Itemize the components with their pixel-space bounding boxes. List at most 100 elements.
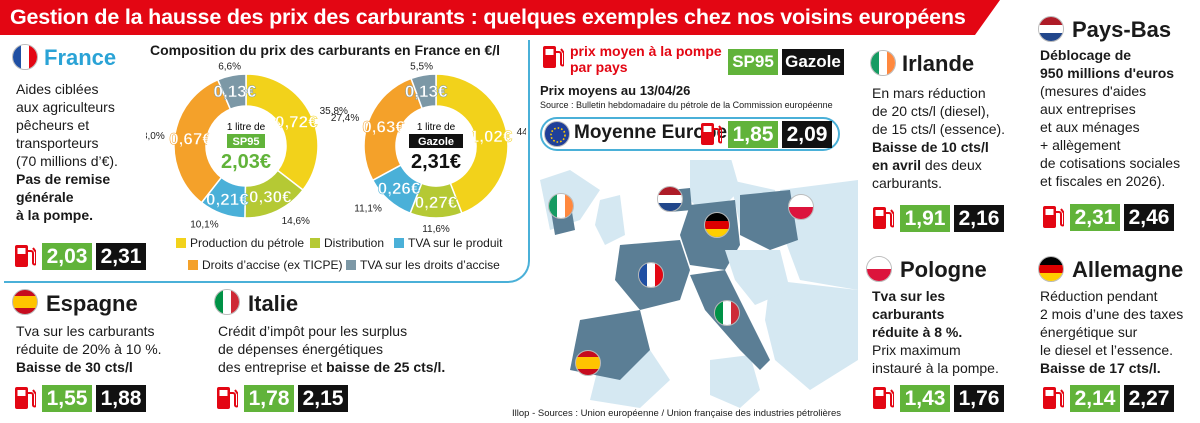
allemagne-gazole-price: 2,27 (1124, 385, 1174, 412)
donut-fuel-label: SP95 (233, 136, 260, 148)
espagne-heading: Espagne (46, 291, 138, 316)
slice-value-label: 0,30€ (249, 187, 292, 206)
fuel-pump-icon (700, 121, 722, 147)
france-map-flag-icon (638, 262, 664, 288)
price-legend-label: prix moyen à la pompe par pays (570, 43, 722, 75)
legend-item: Droits d’accise (ex TICPE) (188, 258, 342, 272)
donut-fuel-badge (409, 134, 463, 148)
chart-title: Composition du prix des carburants en Fr… (150, 42, 501, 58)
pologne-text: Tva sur les carburants réduite à 8 %. Prix… (872, 288, 999, 376)
france-text: Aides ciblées aux agriculteurs pêcheurs et… (16, 81, 118, 223)
ireland-flag-icon (548, 193, 574, 219)
irlande-text: En mars réduction de 20 cts/l (diesel), de… (872, 85, 1006, 191)
legend-sp95: SP95 (728, 49, 778, 75)
italy-map-flag-icon (714, 300, 740, 326)
netherlands-heading-flag-icon (1038, 16, 1064, 42)
slice-percent-label: 27,4% (331, 113, 359, 124)
paysbas-sp95-price: 2,31 (1070, 204, 1120, 231)
credit-line: Illop - Sources : Union européenne / Uni… (512, 408, 841, 419)
slice-percent-label: 33,0% (146, 131, 165, 142)
italie-text: Crédit d’impôt pour les surplus de dépens… (218, 323, 446, 375)
donut-slice (173, 78, 232, 204)
slice-percent-label: 14,6% (282, 216, 310, 227)
slice-percent-label: 44,4% (517, 127, 526, 138)
pologne-sp95-price: 1,43 (900, 385, 950, 412)
europe-sp95-price: 1,85 (728, 121, 778, 148)
netherlands-flag-icon (657, 186, 683, 212)
irlande-sp95-price: 1,91 (900, 205, 950, 232)
slice-value-label: 1,02€ (470, 127, 513, 146)
slice-value-label: 0,21€ (206, 190, 249, 209)
france-gazole-price: 2,31 (96, 243, 146, 270)
legend-swatch (346, 260, 356, 270)
legend-item: TVA sur le produit (394, 236, 503, 250)
legend-item: Production du pétrole (176, 236, 304, 250)
italie-sp95-price: 1,78 (244, 385, 294, 412)
fuel-pump-icon (14, 243, 36, 269)
germany-flag-icon (704, 212, 730, 238)
donut-slice (245, 73, 319, 192)
legend-item: TVA sur les droits d’accise (346, 258, 500, 272)
legend-item: Distribution (310, 236, 384, 250)
fuel-pump-icon (216, 385, 238, 411)
allemagne-heading: Allemagne (1072, 257, 1184, 282)
fuel-pump-icon (872, 205, 894, 231)
slice-value-label: 0,27€ (415, 193, 458, 212)
price-source: Source : Bulletin hebdomadaire du pétrol… (540, 100, 833, 110)
pologne-heading: Pologne (900, 257, 987, 282)
legend-label: TVA sur les droits d’accise (360, 258, 500, 272)
fuel-pump-icon (542, 44, 564, 70)
italie-heading: Italie (248, 291, 299, 316)
slice-percent-label: 11,1% (354, 204, 382, 215)
donut-total: 2,31€ (411, 151, 461, 173)
slice-percent-label: 10,1% (190, 219, 218, 230)
france-sp95-price: 2,03 (42, 243, 92, 270)
slice-value-label: 0,72€ (275, 112, 318, 131)
espagne-sp95-price: 1,55 (42, 385, 92, 412)
slice-value-label: 0,13€ (405, 82, 448, 101)
france-heading: France (44, 45, 117, 70)
pologne-gazole-price: 1,76 (954, 385, 1004, 412)
slice-percent-label: 11,6% (422, 224, 450, 235)
paysbas-text: Déblocage de 950 millions d'euros (mesure… (1040, 47, 1181, 189)
legend-label: Droits d’accise (ex TICPE) (202, 258, 343, 272)
legend-swatch (188, 260, 198, 270)
donut-center-caption: 1 litre de (227, 122, 266, 133)
slice-percent-label: 6,6% (218, 62, 241, 73)
allemagne-sp95-price: 2,14 (1070, 385, 1120, 412)
fuel-pump-icon (1042, 204, 1064, 230)
donut-charts: 0,72€35,8% 0,30€ 14,6% 0,21€ 10,1% 0,67€ 33,0%… (146, 61, 526, 235)
price-date: Prix moyens au 13/04/26 (540, 83, 691, 98)
donut-center-caption: 1 litre de (417, 122, 456, 133)
chart-legend: Production du pétrole Distribution TVA sur… (176, 236, 516, 280)
paysbas-heading: Pays-Bas (1072, 17, 1172, 42)
legend-swatch (310, 238, 320, 248)
espagne-text: Tva sur les carburants réduite de 20% à 1… (16, 323, 162, 375)
legend-label: Distribution (324, 236, 385, 250)
page-title: Gestion de la hausse des prix des carbur… (10, 5, 966, 29)
donut-slice (435, 73, 509, 215)
legend-swatch (394, 238, 404, 248)
legend-label: TVA sur le produit (408, 236, 503, 250)
donut-slice (410, 73, 437, 110)
legend-swatch (176, 238, 186, 248)
slice-percent-label: 35,8% (320, 106, 348, 117)
legend-label: Production du pétrole (190, 236, 305, 250)
poland-heading-flag-icon (866, 256, 892, 282)
italie-gazole-price: 2,15 (298, 385, 348, 412)
france-panel (4, 40, 530, 283)
espagne-gazole-price: 1,88 (96, 385, 146, 412)
slice-percent-label: 5,5% (410, 61, 433, 72)
slice-value-label: 0,13€ (214, 82, 257, 101)
italy-flag-icon (214, 289, 240, 315)
fuel-pump-icon (1042, 385, 1064, 411)
donut-fuel-badge (227, 134, 265, 148)
donut-fuel-label: Gazole (418, 136, 454, 148)
irlande-gazole-price: 2,16 (954, 205, 1004, 232)
spain-map-flag-icon (575, 350, 601, 376)
fuel-pump-icon (14, 385, 36, 411)
irlande-heading: Irlande (902, 51, 975, 76)
ireland-heading-flag-icon (870, 50, 896, 76)
germany-heading-flag-icon (1038, 256, 1064, 282)
europe-label: Moyenne Europe (574, 122, 728, 143)
